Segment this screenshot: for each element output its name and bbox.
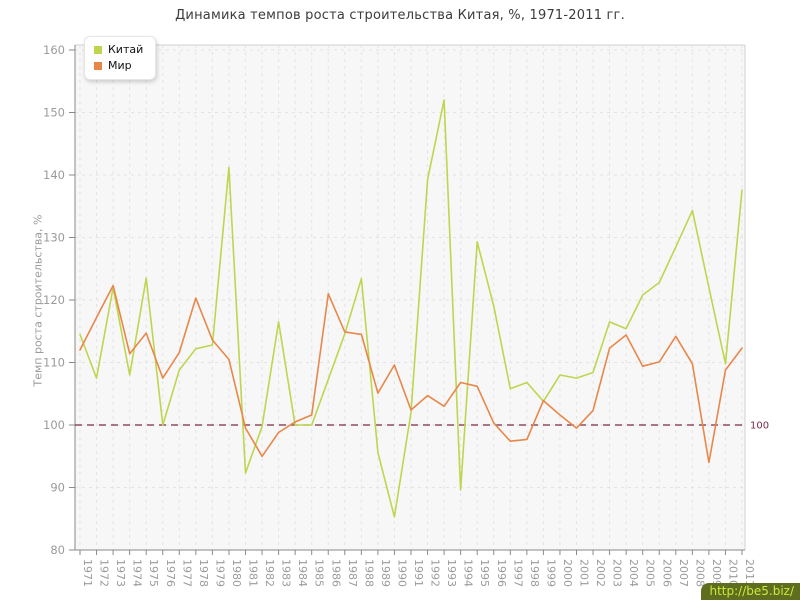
y-tick-label: 100 — [43, 418, 65, 432]
x-tick-label: 1982 — [263, 559, 276, 587]
x-tick-label: 1973 — [114, 559, 127, 587]
x-tick-label: 1983 — [280, 559, 293, 587]
x-tick-label: 1974 — [131, 559, 144, 587]
x-tick-label: 1993 — [445, 559, 458, 587]
x-tick-label: 1996 — [495, 559, 508, 587]
x-tick-label: 1995 — [478, 559, 491, 587]
series-line-world — [79, 284, 743, 464]
x-tick-label: 2007 — [677, 559, 690, 587]
y-tick-label: 130 — [43, 231, 65, 245]
x-tick-label: 1985 — [313, 559, 326, 587]
x-tick-label: 1987 — [346, 559, 359, 587]
x-tick-label: 1992 — [429, 559, 442, 587]
x-tick-label: 1998 — [528, 559, 541, 587]
legend-item-china[interactable]: Китай — [94, 42, 143, 58]
x-tick-label: 1975 — [147, 559, 160, 587]
x-tick-label: 2010 — [726, 559, 739, 587]
x-tick-label: 1981 — [247, 559, 260, 587]
x-tick-label: 2000 — [561, 559, 574, 587]
chart-title: Динамика темпов роста строительства Кита… — [175, 8, 625, 23]
x-tick-label: 1994 — [462, 559, 475, 587]
y-tick-label: 160 — [43, 43, 65, 57]
plot-area — [75, 45, 745, 550]
x-tick-label: 1990 — [395, 559, 408, 587]
x-tick-label: 1971 — [81, 559, 94, 587]
series-line-china — [79, 99, 743, 518]
legend: Китай Мир — [84, 36, 157, 80]
x-tick-label: 1972 — [98, 559, 111, 587]
x-tick-label: 1999 — [544, 559, 557, 587]
x-tick-label: 1989 — [379, 559, 392, 587]
china-series-swatch — [94, 46, 102, 54]
x-tick-label: 1997 — [511, 559, 524, 587]
y-tick-label: 150 — [43, 106, 65, 120]
x-tick-label: 1979 — [213, 559, 226, 587]
world-series-swatch — [94, 62, 102, 70]
y-tick-label: 110 — [43, 356, 65, 370]
y-tick-label: 120 — [43, 293, 65, 307]
x-tick-label: 1977 — [180, 559, 193, 587]
x-tick-label: 1988 — [362, 559, 375, 587]
x-tick-label: 2005 — [644, 559, 657, 587]
x-tick-label: 2011 — [743, 559, 756, 587]
y-axis-title: Темп роста строительства, % — [31, 214, 45, 387]
y-tick-label: 80 — [50, 543, 65, 557]
y-tick-label: 90 — [50, 481, 65, 495]
x-tick-label: 1980 — [230, 559, 243, 587]
watermark-link[interactable]: http://be5.biz/ — [701, 583, 800, 600]
legend-item-world[interactable]: Мир — [94, 58, 143, 74]
x-tick-label: 1978 — [197, 559, 210, 587]
x-tick-label: 1976 — [164, 559, 177, 587]
world-series-label: Мир — [108, 59, 132, 72]
x-tick-label: 2006 — [660, 559, 673, 587]
x-tick-label: 2008 — [693, 559, 706, 587]
x-tick-label: 2002 — [594, 559, 607, 587]
reference-line-label: 100 — [750, 421, 769, 432]
y-tick-label: 140 — [43, 168, 65, 182]
x-tick-label: 1984 — [296, 559, 309, 587]
x-tick-label: 1991 — [412, 559, 425, 587]
x-tick-label: 2009 — [710, 559, 723, 587]
x-tick-label: 2003 — [611, 559, 624, 587]
x-tick-label: 2004 — [627, 559, 640, 587]
china-series-label: Китай — [108, 43, 144, 56]
x-tick-label: 2001 — [578, 559, 591, 587]
x-tick-label: 1986 — [329, 559, 342, 587]
